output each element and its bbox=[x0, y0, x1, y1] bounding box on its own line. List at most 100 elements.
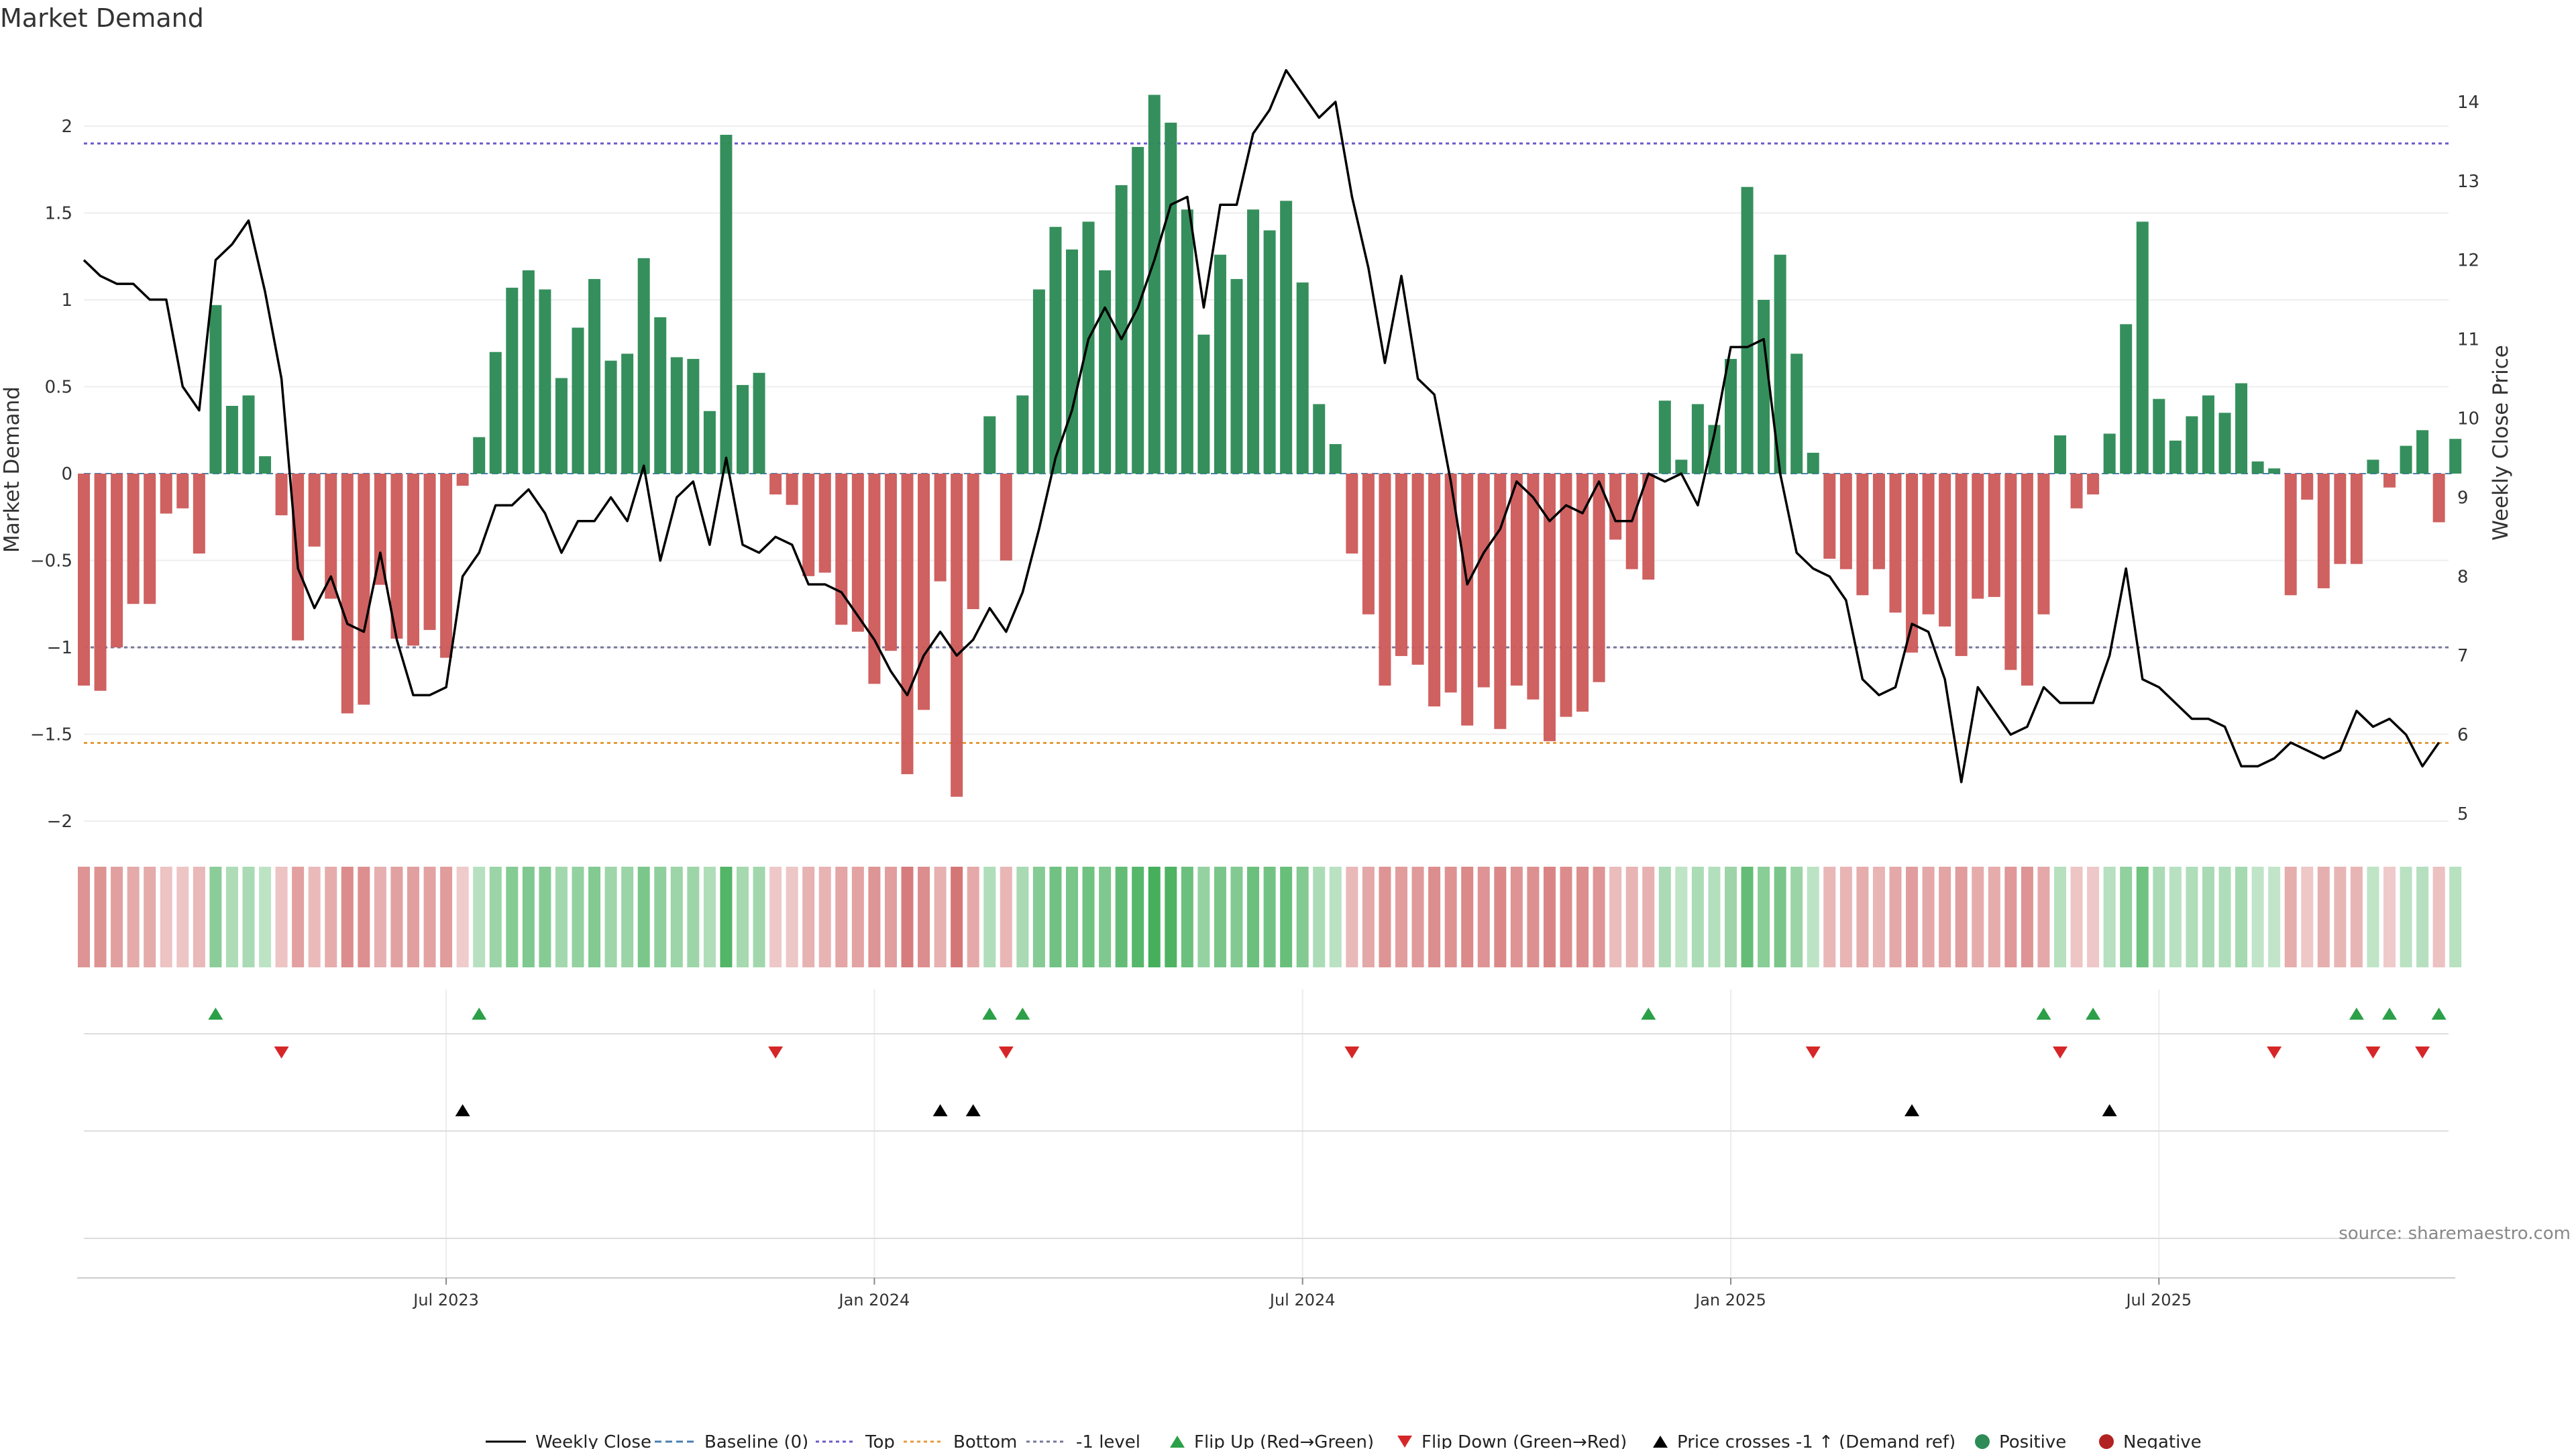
heat-cell bbox=[2120, 867, 2133, 967]
heat-cell bbox=[1906, 867, 1919, 967]
heat-cell bbox=[506, 867, 519, 967]
heat-cell bbox=[2317, 867, 2330, 967]
heat-cell bbox=[489, 867, 502, 967]
heat-cell bbox=[1774, 867, 1786, 967]
heat-cell bbox=[539, 867, 551, 967]
flip-down-marker bbox=[2053, 1046, 2068, 1059]
negative-bar bbox=[94, 474, 107, 691]
negative-bar bbox=[1593, 474, 1605, 682]
legend-label: Top bbox=[865, 1432, 895, 1449]
heat-cell bbox=[94, 867, 107, 967]
heat-cell bbox=[78, 867, 90, 967]
positive-bar bbox=[1032, 289, 1045, 474]
y2-tick-label: 10 bbox=[2457, 409, 2479, 429]
positive-bar bbox=[2218, 413, 2231, 474]
negative-bar bbox=[358, 474, 370, 705]
source-note: source: sharemaestro.com bbox=[2339, 1224, 2571, 1244]
negative-bar bbox=[1428, 474, 1441, 707]
flip-up-marker bbox=[2349, 1008, 2364, 1020]
heat-cell bbox=[259, 867, 272, 967]
negative-bar bbox=[2021, 474, 2033, 686]
negative-bar bbox=[1922, 474, 1935, 614]
heat-cell bbox=[1872, 867, 1885, 967]
legend-item: -1 level bbox=[1026, 1432, 1140, 1449]
negative-bar bbox=[1346, 474, 1358, 554]
heat-cell bbox=[209, 867, 222, 967]
positive-bar bbox=[259, 456, 272, 474]
heat-cell bbox=[670, 867, 683, 967]
negative-bar bbox=[1988, 474, 2000, 597]
legend-item: Price crosses -1 ↑ (Demand ref) bbox=[1653, 1432, 1955, 1449]
positive-bar bbox=[2169, 440, 2182, 474]
flip-up-marker bbox=[472, 1008, 487, 1020]
heat-cell bbox=[1741, 867, 1754, 967]
heat-cell bbox=[1280, 867, 1293, 967]
negative-bar bbox=[2301, 474, 2314, 500]
heat-cell bbox=[1461, 867, 1474, 967]
heat-cell bbox=[1115, 867, 1128, 967]
negative-bar bbox=[193, 474, 205, 554]
heat-cell bbox=[1675, 867, 1688, 967]
negative-bar bbox=[901, 474, 914, 775]
negative-bar bbox=[390, 474, 403, 639]
heat-cell bbox=[1411, 867, 1424, 967]
negative-bar bbox=[1906, 474, 1919, 653]
positive-bar bbox=[539, 289, 551, 474]
heat-cell bbox=[160, 867, 172, 967]
heat-cell bbox=[2449, 867, 2462, 967]
heat-cell bbox=[2021, 867, 2033, 967]
heat-cell bbox=[918, 867, 930, 967]
negative-bar bbox=[1609, 474, 1622, 540]
negative-bar bbox=[1560, 474, 1572, 717]
positive-bar bbox=[489, 352, 502, 474]
positive-bar bbox=[1741, 186, 1754, 474]
positive-bar bbox=[1016, 395, 1029, 474]
heat-cell bbox=[1148, 867, 1161, 967]
legend-item: Positive bbox=[1975, 1432, 2066, 1449]
negative-bar bbox=[341, 474, 354, 714]
heat-cell bbox=[1988, 867, 2000, 967]
heat-cell bbox=[1856, 867, 1869, 967]
heat-cell bbox=[687, 867, 700, 967]
legend-swatch-dot bbox=[1975, 1434, 1990, 1449]
heat-cell bbox=[292, 867, 305, 967]
heat-cell bbox=[2054, 867, 2066, 967]
y-tick-label: 1 bbox=[61, 290, 72, 311]
heat-cell bbox=[325, 867, 337, 967]
heat-cell bbox=[127, 867, 140, 967]
flip-up-marker bbox=[1641, 1008, 1656, 1020]
heat-cell bbox=[2284, 867, 2297, 967]
heat-cell bbox=[621, 867, 634, 967]
heat-cell bbox=[2202, 867, 2214, 967]
positive-bar bbox=[1725, 359, 1737, 474]
heat-cell bbox=[407, 867, 419, 967]
y2-tick-label: 7 bbox=[2457, 646, 2469, 666]
heat-cell bbox=[901, 867, 914, 967]
legend-swatch-dot bbox=[2099, 1434, 2114, 1449]
negative-bar bbox=[127, 474, 140, 604]
flip-down-marker bbox=[2267, 1046, 2282, 1059]
heat-cell bbox=[2334, 867, 2347, 967]
positive-bar bbox=[1280, 201, 1293, 474]
positive-bar bbox=[2202, 395, 2214, 474]
heat-cell bbox=[1165, 867, 1177, 967]
heat-cell bbox=[341, 867, 354, 967]
positive-bar bbox=[1658, 400, 1671, 474]
flip-up-marker bbox=[2382, 1008, 2397, 1020]
heat-cell bbox=[2416, 867, 2429, 967]
heat-cell bbox=[588, 867, 601, 967]
flip-down-marker bbox=[998, 1046, 1014, 1059]
positive-bar bbox=[2367, 460, 2379, 474]
positive-bar bbox=[1758, 300, 1770, 474]
negative-bar bbox=[918, 474, 930, 710]
negative-bar bbox=[111, 474, 123, 647]
negative-bar bbox=[1839, 474, 1852, 570]
y2-tick-label: 12 bbox=[2457, 251, 2479, 271]
heat-cell bbox=[818, 867, 831, 967]
legend-label: Flip Up (Red→Green) bbox=[1194, 1432, 1374, 1449]
heat-cell bbox=[358, 867, 370, 967]
heat-cell bbox=[2186, 867, 2198, 967]
positive-bar bbox=[1115, 185, 1128, 474]
negative-bar bbox=[407, 474, 419, 646]
